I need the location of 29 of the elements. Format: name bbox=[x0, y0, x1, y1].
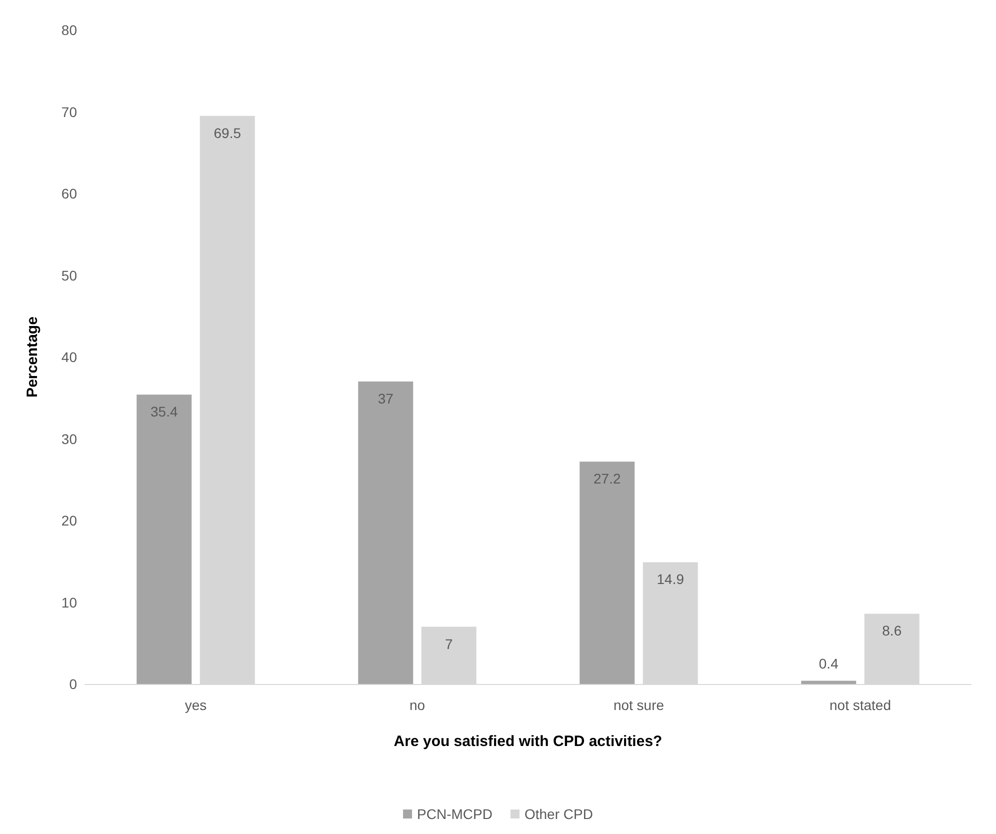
bar bbox=[801, 680, 856, 684]
bar bbox=[358, 382, 414, 684]
y-axis-title: Percentage bbox=[24, 316, 41, 398]
bar bbox=[136, 394, 192, 684]
x-tick-label: not sure bbox=[613, 697, 664, 713]
y-tick-label: 20 bbox=[61, 512, 78, 528]
data-label: 27.2 bbox=[594, 470, 621, 487]
data-label: 35.4 bbox=[150, 404, 178, 420]
y-tick-label: 50 bbox=[61, 267, 78, 284]
x-tick-label: not stated bbox=[830, 697, 891, 713]
y-tick-label: 30 bbox=[61, 430, 78, 447]
bar bbox=[580, 462, 635, 684]
data-label: 8.6 bbox=[882, 622, 902, 639]
y-tick-label: 60 bbox=[61, 186, 78, 202]
y-tick-label: 40 bbox=[61, 349, 78, 365]
legend-label: PCN-MCPD bbox=[417, 806, 492, 822]
data-label: 0.4 bbox=[818, 656, 839, 672]
data-label: 69.5 bbox=[214, 124, 242, 141]
x-tick-label: no bbox=[409, 697, 426, 713]
x-axis-title: Are you satisfied with CPD activities? bbox=[394, 733, 662, 750]
x-tick-label: yes bbox=[184, 697, 207, 713]
data-label: 37 bbox=[378, 390, 394, 407]
data-label: 7 bbox=[444, 636, 453, 652]
y-tick-label: 0 bbox=[69, 676, 78, 692]
legend-label: Other CPD bbox=[524, 806, 593, 822]
data-label: 14.9 bbox=[656, 571, 684, 588]
y-tick-label: 80 bbox=[61, 22, 78, 38]
y-tick-label: 70 bbox=[61, 104, 78, 120]
y-tick-label: 10 bbox=[61, 594, 78, 610]
